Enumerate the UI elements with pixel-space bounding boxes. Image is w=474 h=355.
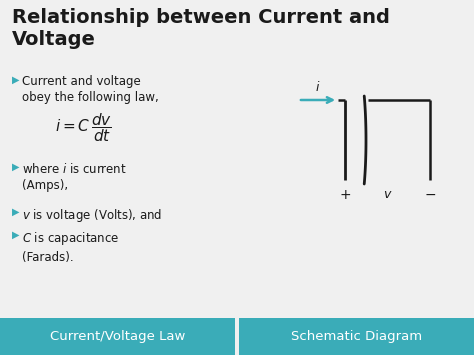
FancyBboxPatch shape: [0, 318, 235, 355]
Text: Current/Voltage Law: Current/Voltage Law: [50, 330, 185, 343]
Text: $i = C\,\dfrac{dv}{dt}$: $i = C\,\dfrac{dv}{dt}$: [55, 111, 112, 144]
Text: Voltage: Voltage: [12, 30, 96, 49]
Text: Relationship between Current and: Relationship between Current and: [12, 8, 390, 27]
Text: −: −: [424, 188, 436, 202]
Text: ▶: ▶: [12, 162, 19, 172]
Text: $\mathit{v}$ is voltage (Volts), and: $\mathit{v}$ is voltage (Volts), and: [22, 207, 162, 224]
Text: $i$: $i$: [315, 80, 321, 94]
Text: ▶: ▶: [12, 207, 19, 217]
Text: +: +: [339, 188, 351, 202]
Text: Schematic Diagram: Schematic Diagram: [291, 330, 422, 343]
Text: Current and voltage
obey the following law,: Current and voltage obey the following l…: [22, 75, 159, 104]
Text: ▶: ▶: [12, 230, 19, 240]
Text: where $\mathit{i}$ is current
(Amps),: where $\mathit{i}$ is current (Amps),: [22, 162, 127, 192]
Text: $\mathbf{\mathit{C}}$ is capacitance
(Farads).: $\mathbf{\mathit{C}}$ is capacitance (Fa…: [22, 230, 119, 263]
Text: $v$: $v$: [383, 188, 392, 201]
Text: ▶: ▶: [12, 75, 19, 85]
FancyBboxPatch shape: [239, 318, 474, 355]
